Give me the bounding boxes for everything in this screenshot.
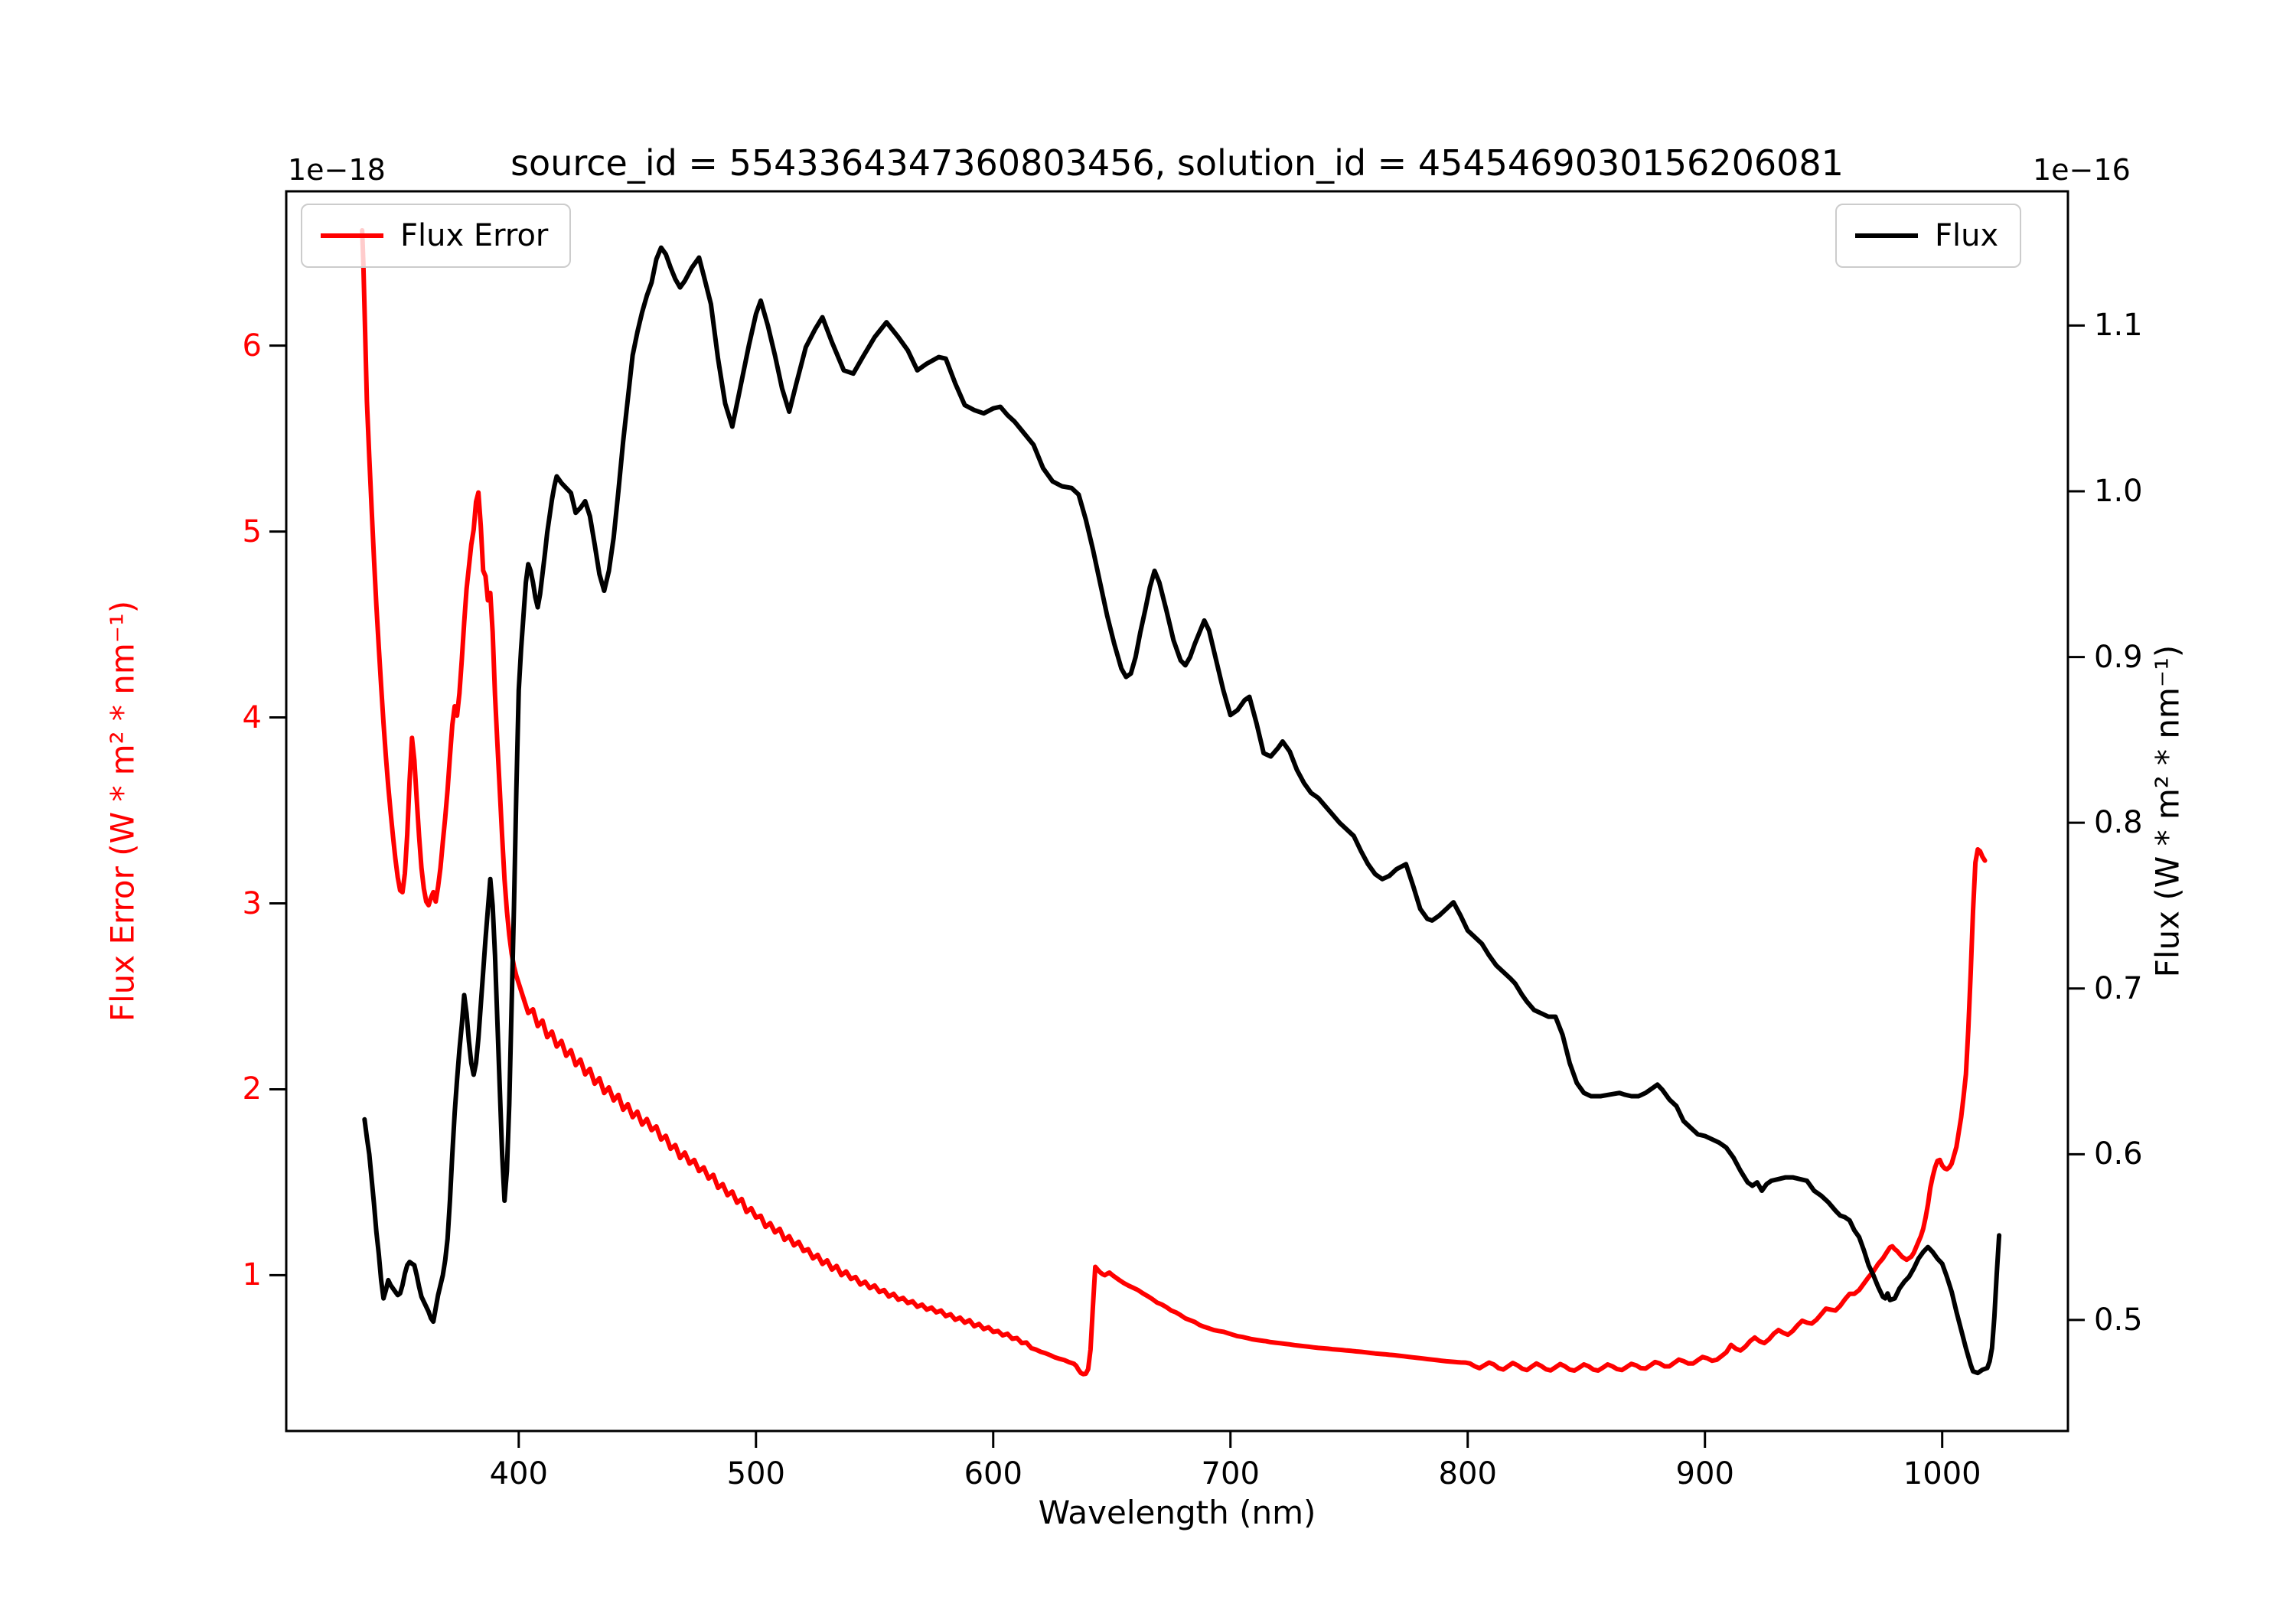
flux-error-series-line	[360, 228, 1988, 1377]
y-left-axis-label: Flux Error (W * m² * nm⁻¹)	[103, 600, 142, 1022]
flux-error-legend-line-icon	[321, 233, 383, 238]
flux-error-legend-label: Flux Error	[400, 218, 549, 253]
y-right-tick-label: 0.8	[2094, 805, 2143, 841]
y-right-tick-label: 1.1	[2094, 308, 2143, 344]
axis-ticks	[269, 324, 2085, 1448]
y-left-tick-label: 5	[242, 513, 262, 549]
y-left-tick-label: 2	[242, 1071, 262, 1107]
y-right-tick-label: 0.7	[2094, 970, 2143, 1006]
flux-legend-line-icon	[1855, 233, 1918, 238]
flux-series-line	[362, 245, 2002, 1376]
y-left-tick-label: 4	[242, 699, 262, 735]
plot-title: source_id = 5543364347360803456, solutio…	[510, 142, 1844, 184]
y-left-offset-text: 1e−18	[288, 153, 386, 187]
y-right-tick-label: 0.6	[2094, 1136, 2143, 1172]
y-right-tick-label: 0.5	[2094, 1302, 2143, 1338]
x-tick-label: 800	[1438, 1456, 1497, 1491]
x-tick-label: 500	[726, 1456, 785, 1491]
y-right-axis-label: Flux (W * m² * nm⁻¹)	[2148, 644, 2187, 978]
y-right-tick-label: 1.0	[2094, 474, 2143, 509]
y-left-tick-label: 3	[242, 885, 262, 921]
legend-flux: Flux	[1835, 204, 2022, 268]
y-left-tick-label: 6	[242, 328, 262, 363]
x-axis-label: Wavelength (nm)	[1038, 1494, 1316, 1531]
y-left-tick-label: 1	[242, 1257, 262, 1293]
x-tick-label: 400	[489, 1456, 548, 1491]
legend-flux-error: Flux Error	[301, 204, 572, 268]
x-tick-label: 700	[1201, 1456, 1260, 1491]
y-right-tick-label: 0.9	[2094, 639, 2143, 675]
y-right-offset-text: 1e−16	[2033, 153, 2131, 187]
flux-legend-label: Flux	[1935, 218, 1999, 253]
axes-frame	[285, 190, 2069, 1433]
x-tick-label: 900	[1675, 1456, 1734, 1491]
x-tick-label: 1000	[1903, 1456, 1981, 1491]
x-tick-label: 600	[964, 1456, 1022, 1491]
